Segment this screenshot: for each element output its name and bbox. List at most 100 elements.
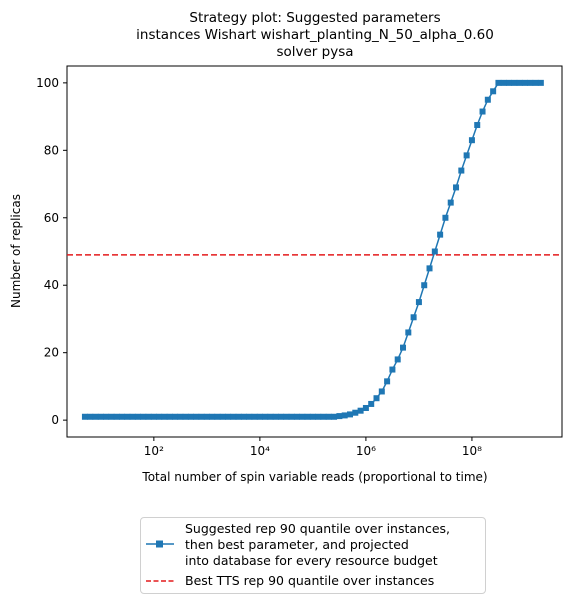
point-marker [134, 413, 141, 420]
point-marker [145, 413, 152, 420]
point-marker [479, 108, 486, 115]
point-marker [447, 199, 454, 206]
point-marker [309, 413, 316, 420]
y-tick-label: 20 [44, 346, 59, 360]
point-marker [421, 282, 428, 289]
point-marker [394, 356, 401, 363]
title-line: instances Wishart wishart_planting_N_50_… [136, 27, 494, 43]
point-marker [537, 79, 544, 86]
point-marker [299, 413, 306, 420]
y-tick-label: 60 [44, 211, 59, 225]
point-marker [81, 413, 88, 420]
point-marker [156, 413, 163, 420]
point-marker [288, 413, 295, 420]
point-marker [166, 413, 173, 420]
title-line: solver pysa [276, 44, 353, 60]
point-marker [198, 413, 205, 420]
point-marker [172, 413, 179, 420]
legend-label: Best TTS rep 90 quantile over instances [185, 573, 435, 588]
point-marker [272, 413, 279, 420]
point-marker [511, 79, 518, 86]
point-marker [384, 378, 391, 385]
point-marker [362, 404, 369, 411]
point-marker [437, 231, 444, 238]
point-marker [293, 413, 300, 420]
point-marker [182, 413, 189, 420]
point-marker [113, 413, 120, 420]
point-marker [442, 214, 449, 221]
point-marker [474, 122, 481, 129]
point-marker [129, 413, 136, 420]
point-marker [203, 413, 210, 420]
point-marker [431, 248, 438, 255]
y-tick-label: 100 [36, 76, 59, 90]
point-marker [240, 413, 247, 420]
point-marker [262, 413, 269, 420]
series-line [84, 82, 541, 418]
point-marker [484, 96, 491, 103]
point-marker [389, 366, 396, 373]
legend: Suggested rep 90 quantile over instances… [140, 517, 486, 594]
point-marker [516, 79, 523, 86]
point-marker [119, 413, 126, 420]
point-marker [415, 299, 422, 306]
point-marker [283, 413, 290, 420]
x-axis-label: Total number of spin variable reads (pro… [141, 470, 487, 484]
point-marker [352, 409, 359, 416]
plot-frame [66, 65, 563, 438]
point-marker [278, 413, 285, 420]
point-marker [331, 413, 338, 420]
y-tick-label: 40 [44, 278, 59, 292]
point-marker [506, 79, 513, 86]
title-line: Strategy plot: Suggested parameters [189, 10, 440, 26]
point-marker [219, 413, 226, 420]
point-marker [214, 413, 221, 420]
point-marker [521, 79, 528, 86]
point-marker [304, 413, 311, 420]
point-marker [103, 413, 110, 420]
x-tick-label: 10⁸ [462, 444, 482, 458]
point-marker [108, 413, 115, 420]
point-marker [225, 413, 232, 420]
point-marker [468, 137, 475, 144]
point-marker [256, 413, 263, 420]
x-tick-label: 10⁴ [250, 444, 270, 458]
point-marker [97, 413, 104, 420]
point-marker [373, 395, 380, 402]
point-marker [341, 412, 348, 419]
point-marker [235, 413, 242, 420]
legend-label: Suggested rep 90 quantile over instances… [185, 521, 451, 568]
point-marker [92, 413, 99, 420]
point-marker [320, 413, 327, 420]
point-marker [378, 388, 385, 395]
point-marker [150, 413, 157, 420]
point-marker [410, 314, 417, 321]
point-marker [267, 413, 274, 420]
point-marker [500, 79, 507, 86]
point-marker [532, 79, 539, 86]
point-marker [246, 413, 253, 420]
point-marker [453, 184, 460, 191]
point-marker [426, 265, 433, 272]
point-marker [458, 167, 465, 174]
y-tick-label: 0 [51, 413, 59, 427]
point-marker [124, 413, 131, 420]
point-marker [87, 413, 94, 420]
point-marker [193, 413, 200, 420]
point-marker [405, 329, 412, 336]
point-marker [251, 413, 258, 420]
point-marker [527, 79, 534, 86]
point-marker [315, 413, 322, 420]
point-marker [140, 413, 147, 420]
point-marker [187, 413, 194, 420]
point-marker [336, 413, 343, 420]
point-marker [368, 400, 375, 407]
y-axis-label: Number of replicas [9, 194, 23, 308]
legend-swatches [146, 540, 174, 582]
x-tick-label: 10⁶ [356, 444, 376, 458]
point-marker [347, 411, 354, 418]
point-marker [209, 413, 216, 420]
point-marker [357, 407, 364, 414]
